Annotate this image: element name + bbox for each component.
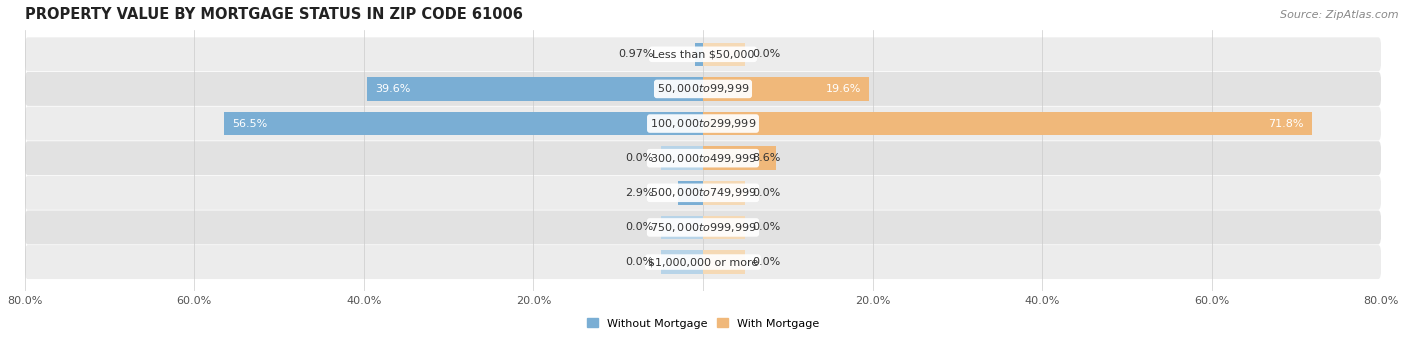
Text: 0.0%: 0.0% (752, 222, 780, 233)
FancyBboxPatch shape (25, 72, 1381, 106)
Bar (703, 181, 745, 205)
Text: 39.6%: 39.6% (375, 84, 411, 94)
Bar (703, 42, 745, 66)
FancyBboxPatch shape (25, 107, 1381, 140)
FancyBboxPatch shape (25, 210, 1381, 244)
Text: 0.0%: 0.0% (626, 222, 654, 233)
Bar (224, 112, 703, 135)
Text: 0.0%: 0.0% (626, 257, 654, 267)
Bar (695, 42, 703, 66)
Bar (679, 181, 703, 205)
Text: $300,000 to $499,999: $300,000 to $499,999 (650, 152, 756, 165)
Text: 0.0%: 0.0% (626, 153, 654, 163)
Legend: Without Mortgage, With Mortgage: Without Mortgage, With Mortgage (582, 314, 824, 333)
Text: 8.6%: 8.6% (752, 153, 780, 163)
Text: 19.6%: 19.6% (825, 84, 860, 94)
Bar (703, 216, 745, 239)
Bar (703, 147, 776, 170)
FancyBboxPatch shape (25, 141, 1381, 175)
Text: 71.8%: 71.8% (1268, 119, 1303, 129)
Text: $500,000 to $749,999: $500,000 to $749,999 (650, 186, 756, 199)
Bar (661, 250, 703, 274)
FancyBboxPatch shape (25, 176, 1381, 210)
Text: 0.0%: 0.0% (752, 49, 780, 59)
Text: 0.97%: 0.97% (619, 49, 654, 59)
Bar (661, 147, 703, 170)
Text: 0.0%: 0.0% (752, 257, 780, 267)
Text: 56.5%: 56.5% (232, 119, 267, 129)
Text: $1,000,000 or more: $1,000,000 or more (648, 257, 758, 267)
Bar (661, 216, 703, 239)
Text: $750,000 to $999,999: $750,000 to $999,999 (650, 221, 756, 234)
FancyBboxPatch shape (25, 245, 1381, 279)
Text: PROPERTY VALUE BY MORTGAGE STATUS IN ZIP CODE 61006: PROPERTY VALUE BY MORTGAGE STATUS IN ZIP… (25, 7, 523, 22)
Text: Less than $50,000: Less than $50,000 (652, 49, 754, 59)
Bar (703, 77, 869, 101)
Bar (367, 77, 703, 101)
Text: Source: ZipAtlas.com: Source: ZipAtlas.com (1281, 10, 1399, 20)
Bar (703, 250, 745, 274)
Text: 2.9%: 2.9% (626, 188, 654, 198)
FancyBboxPatch shape (25, 37, 1381, 71)
Text: $100,000 to $299,999: $100,000 to $299,999 (650, 117, 756, 130)
Bar (703, 112, 1312, 135)
Text: 0.0%: 0.0% (752, 188, 780, 198)
Text: $50,000 to $99,999: $50,000 to $99,999 (657, 82, 749, 96)
